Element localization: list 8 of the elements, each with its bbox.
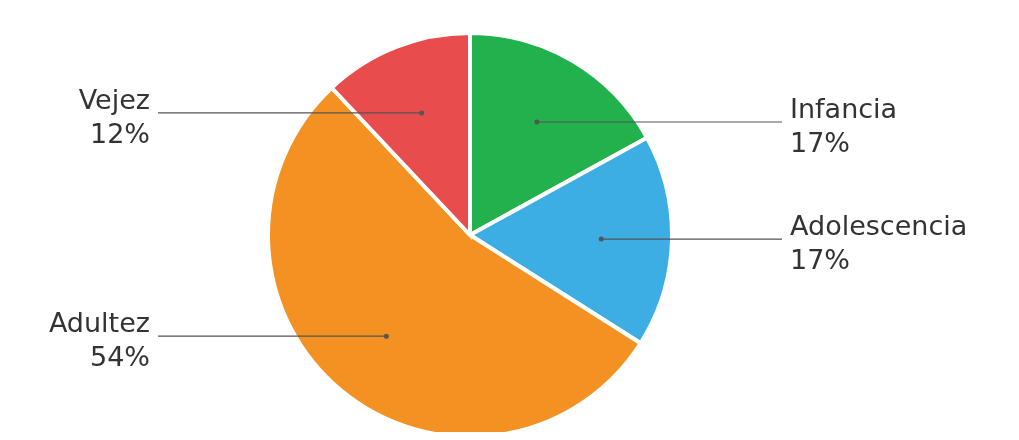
slice-label: Infancia [790, 92, 898, 124]
data-label: 17% [790, 244, 851, 276]
data-label: 12% [89, 117, 150, 149]
slice-label: Adultez [48, 307, 150, 339]
slice-label: Vejez [78, 83, 150, 115]
slice-label: Adolescencia [790, 210, 968, 242]
data-label: 54% [89, 341, 150, 373]
data-label: 17% [790, 126, 851, 158]
